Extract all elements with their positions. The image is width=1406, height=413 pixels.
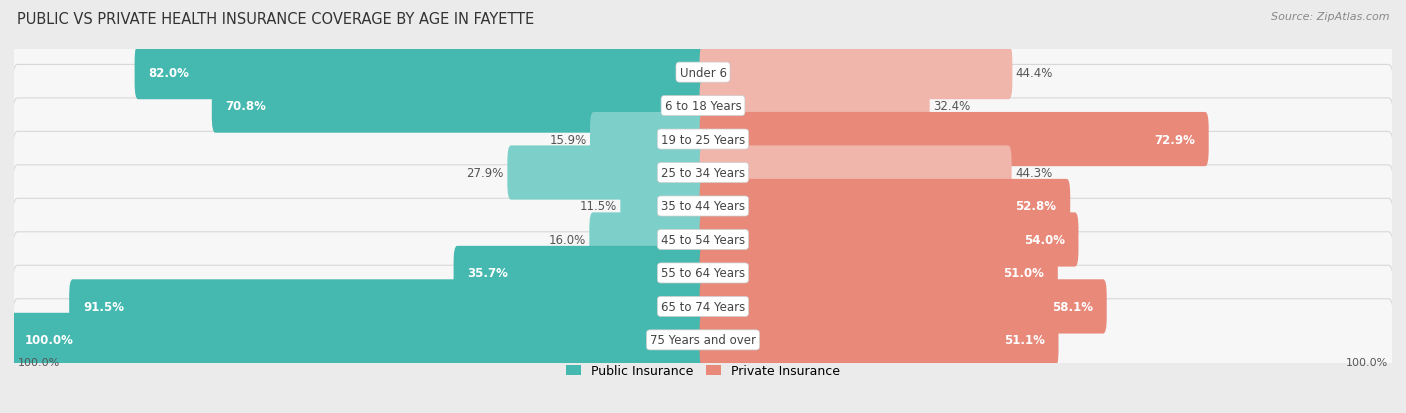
Text: 45 to 54 Years: 45 to 54 Years: [661, 233, 745, 247]
FancyBboxPatch shape: [700, 46, 1012, 100]
Text: 52.8%: 52.8%: [1015, 200, 1056, 213]
Text: 19 to 25 Years: 19 to 25 Years: [661, 133, 745, 146]
Text: 72.9%: 72.9%: [1154, 133, 1195, 146]
FancyBboxPatch shape: [700, 280, 1107, 334]
Legend: Public Insurance, Private Insurance: Public Insurance, Private Insurance: [561, 359, 845, 382]
FancyBboxPatch shape: [700, 146, 1012, 200]
FancyBboxPatch shape: [700, 246, 1057, 300]
Text: 55 to 64 Years: 55 to 64 Years: [661, 267, 745, 280]
Text: 65 to 74 Years: 65 to 74 Years: [661, 300, 745, 313]
FancyBboxPatch shape: [13, 266, 1393, 348]
FancyBboxPatch shape: [13, 199, 1393, 281]
FancyBboxPatch shape: [454, 246, 706, 300]
FancyBboxPatch shape: [13, 32, 1393, 114]
Text: 91.5%: 91.5%: [83, 300, 124, 313]
FancyBboxPatch shape: [700, 113, 1209, 167]
FancyBboxPatch shape: [13, 132, 1393, 214]
Text: 6 to 18 Years: 6 to 18 Years: [665, 100, 741, 113]
Text: 27.9%: 27.9%: [467, 166, 503, 180]
FancyBboxPatch shape: [591, 113, 706, 167]
Text: 75 Years and over: 75 Years and over: [650, 334, 756, 347]
FancyBboxPatch shape: [212, 79, 706, 133]
FancyBboxPatch shape: [700, 213, 1078, 267]
FancyBboxPatch shape: [589, 213, 706, 267]
FancyBboxPatch shape: [13, 65, 1393, 147]
Text: Source: ZipAtlas.com: Source: ZipAtlas.com: [1271, 12, 1389, 22]
Text: 35.7%: 35.7%: [467, 267, 508, 280]
FancyBboxPatch shape: [700, 79, 929, 133]
FancyBboxPatch shape: [11, 313, 706, 367]
Text: 11.5%: 11.5%: [579, 200, 617, 213]
Text: 51.1%: 51.1%: [1004, 334, 1045, 347]
Text: 16.0%: 16.0%: [548, 233, 586, 247]
Text: 35 to 44 Years: 35 to 44 Years: [661, 200, 745, 213]
Text: Under 6: Under 6: [679, 66, 727, 79]
Text: 25 to 34 Years: 25 to 34 Years: [661, 166, 745, 180]
Text: 51.0%: 51.0%: [1002, 267, 1045, 280]
Text: 44.3%: 44.3%: [1015, 166, 1052, 180]
Text: PUBLIC VS PRIVATE HEALTH INSURANCE COVERAGE BY AGE IN FAYETTE: PUBLIC VS PRIVATE HEALTH INSURANCE COVER…: [17, 12, 534, 27]
FancyBboxPatch shape: [700, 313, 1059, 367]
Text: 82.0%: 82.0%: [149, 66, 190, 79]
Text: 100.0%: 100.0%: [24, 334, 73, 347]
Text: 70.8%: 70.8%: [225, 100, 267, 113]
FancyBboxPatch shape: [508, 146, 706, 200]
Text: 44.4%: 44.4%: [1015, 66, 1053, 79]
FancyBboxPatch shape: [13, 166, 1393, 247]
FancyBboxPatch shape: [620, 180, 706, 233]
Text: 15.9%: 15.9%: [550, 133, 586, 146]
Text: 100.0%: 100.0%: [1347, 357, 1389, 367]
Text: 100.0%: 100.0%: [17, 357, 59, 367]
Text: 58.1%: 58.1%: [1052, 300, 1092, 313]
FancyBboxPatch shape: [69, 280, 706, 334]
Text: 32.4%: 32.4%: [934, 100, 970, 113]
FancyBboxPatch shape: [135, 46, 706, 100]
Text: 54.0%: 54.0%: [1024, 233, 1064, 247]
FancyBboxPatch shape: [700, 180, 1070, 233]
FancyBboxPatch shape: [13, 299, 1393, 381]
FancyBboxPatch shape: [13, 232, 1393, 314]
FancyBboxPatch shape: [13, 99, 1393, 181]
